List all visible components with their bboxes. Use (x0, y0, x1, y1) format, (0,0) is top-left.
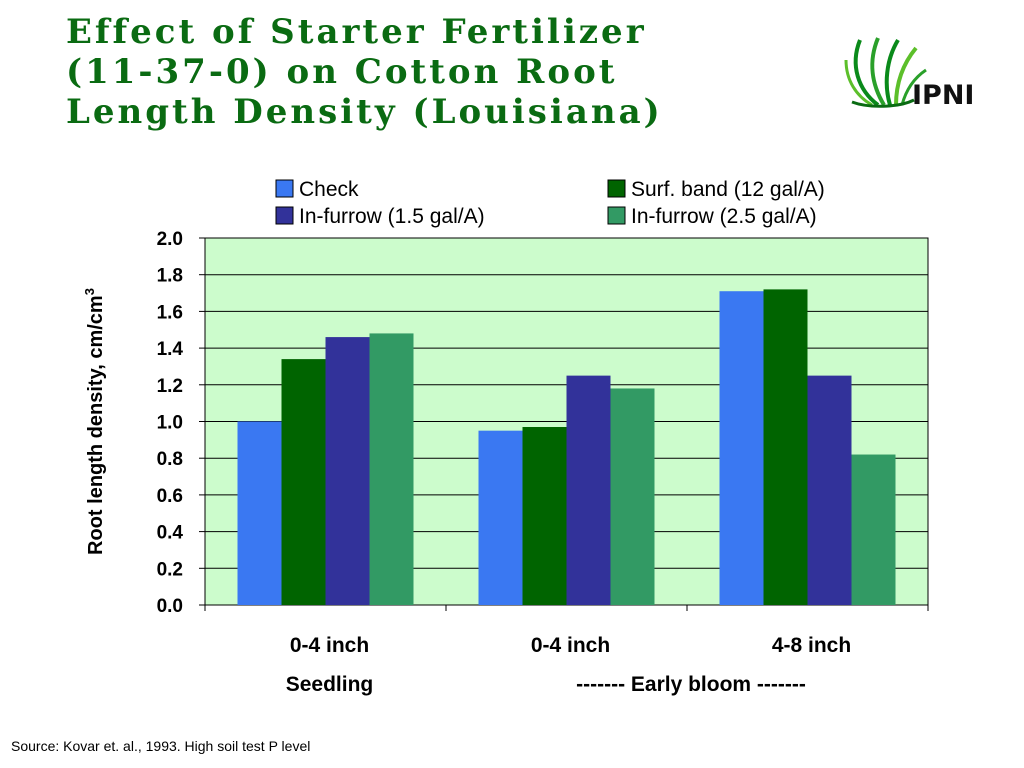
legend-swatch (607, 179, 626, 198)
bar (237, 421, 282, 605)
y-tick-label: 0.4 (157, 523, 184, 544)
source-note: Source: Kovar et. al., 1993. High soil t… (11, 738, 311, 754)
bar (325, 337, 370, 605)
x-category-label: 4-8 inch (772, 634, 851, 657)
legend-label: Surf. band (12 gal/A) (631, 178, 825, 201)
legend-swatch (275, 179, 294, 198)
y-axis-label: Root length density, cm/cm3 (82, 288, 107, 555)
bar (522, 427, 567, 605)
y-tick-label: 1.0 (157, 413, 183, 434)
bar (566, 375, 611, 605)
y-tick-label: 0.0 (157, 596, 183, 617)
y-tick-label: 0.2 (157, 559, 183, 580)
bar (369, 333, 414, 605)
bar (610, 388, 655, 605)
bar (281, 359, 326, 605)
legend-label: In-furrow (2.5 gal/A) (631, 205, 817, 228)
logo-text: IPNI (912, 80, 975, 111)
y-tick-label: 2.0 (157, 229, 183, 250)
x-group-label-early-bloom: ------- Early bloom ------- (576, 673, 806, 696)
ipni-leaf-logo-icon (844, 37, 927, 108)
y-tick-label: 1.2 (157, 376, 183, 397)
y-tick-label: 1.6 (157, 302, 183, 323)
bar (807, 375, 852, 605)
y-tick-label: 0.8 (157, 449, 183, 470)
x-category-label: 0-4 inch (290, 634, 369, 657)
x-category-label: 0-4 inch (531, 634, 610, 657)
legend-swatch (607, 206, 626, 225)
bar (851, 454, 896, 605)
y-tick-label: 1.8 (157, 266, 183, 287)
x-group-label-seedling: Seedling (286, 673, 374, 696)
y-tick-label: 0.6 (157, 486, 183, 507)
legend-label: In-furrow (1.5 gal/A) (299, 205, 485, 228)
slide-title: Effect of Starter Fertilizer (11-37-0) o… (66, 12, 663, 132)
bar (719, 291, 764, 605)
bar (763, 289, 808, 605)
legend-swatch (275, 206, 294, 225)
y-tick-label: 1.4 (157, 339, 184, 360)
bar (478, 430, 523, 605)
legend-label: Check (299, 178, 359, 201)
